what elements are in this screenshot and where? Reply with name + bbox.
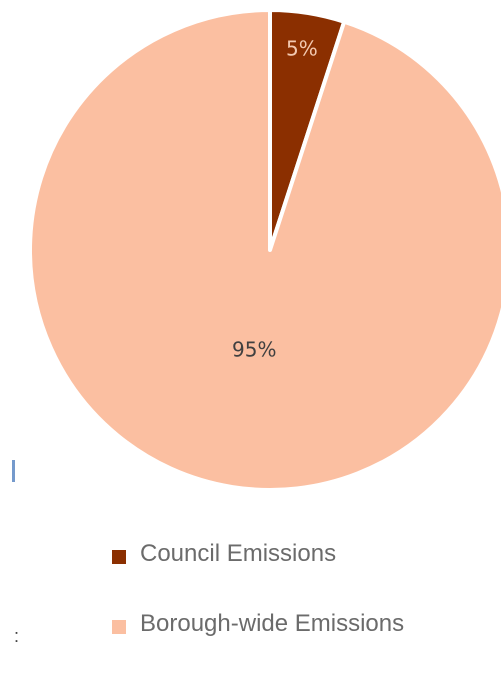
slice-label-borough: 95% [232,338,276,362]
legend-item-council: Council Emissions [112,536,404,572]
legend-swatch-council [112,550,126,564]
pie-slice-borough [28,8,501,492]
legend-swatch-borough [112,620,126,634]
legend-label-council: Council Emissions [140,540,337,567]
stray-blue-mark [12,460,15,482]
legend: Council Emissions Borough-wide Emissions [112,536,404,676]
stray-colon-text: : [14,626,20,646]
pie-chart: 5% 95% [28,8,501,492]
slice-label-council: 5% [286,37,318,61]
legend-item-borough: Borough-wide Emissions [112,606,404,642]
legend-label-borough: Borough-wide Emissions [140,610,405,637]
